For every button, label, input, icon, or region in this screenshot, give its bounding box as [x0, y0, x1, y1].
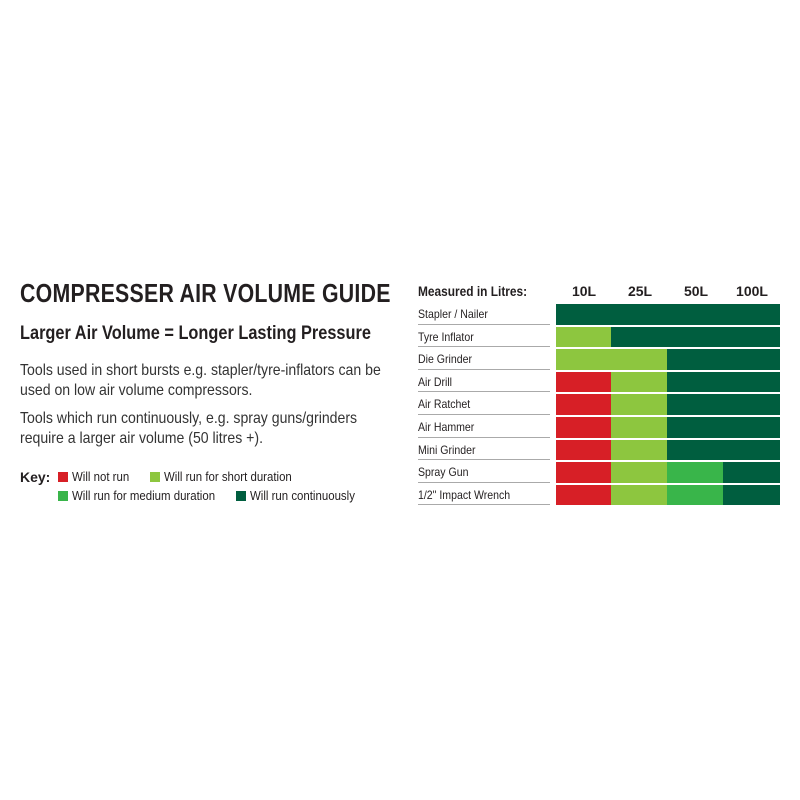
capability-cell	[667, 416, 724, 438]
tool-label: Air Ratchet	[418, 394, 550, 415]
column-header: 50L	[683, 283, 709, 299]
table-row: 1/2" Impact Wrench	[418, 484, 780, 506]
capability-cell	[667, 326, 724, 348]
capability-cell	[555, 349, 612, 370]
subtitle: Larger Air Volume = Longer Lasting Press…	[20, 323, 371, 344]
capability-cell	[611, 304, 668, 325]
tool-label: Stapler / Nailer	[418, 304, 550, 325]
table-row: Spray Gun	[418, 462, 780, 483]
tool-label: Air Hammer	[418, 417, 550, 438]
table-row: Stapler / Nailer	[418, 304, 780, 325]
capability-cell	[611, 416, 668, 438]
capability-cell	[667, 484, 724, 506]
column-header: 10L	[571, 283, 597, 299]
capability-cell	[555, 371, 612, 393]
capability-cell	[723, 394, 780, 415]
capability-cell	[667, 462, 724, 483]
air-volume-table: Measured in Litres: 10L 25L 50L 100L Sta…	[418, 280, 780, 506]
header-label: Measured in Litres:	[418, 283, 528, 299]
column-header: 25L	[627, 283, 653, 299]
tool-label: Die Grinder	[418, 349, 550, 370]
tool-label: Tyre Inflator	[418, 327, 550, 348]
key-item-label: Will run for short duration	[164, 469, 292, 484]
capability-cell	[723, 349, 780, 370]
table-row: Mini Grinder	[418, 439, 780, 461]
capability-cell	[723, 462, 780, 483]
capability-cell	[611, 484, 668, 506]
description-paragraph: Tools which run continuously, e.g. spray…	[20, 410, 358, 447]
color-swatch	[150, 471, 160, 482]
capability-cell	[723, 484, 780, 506]
key-item-label: Will not run	[72, 469, 130, 484]
capability-cell	[667, 439, 724, 461]
key-item: Will run for short duration	[150, 469, 309, 484]
capability-cell	[611, 326, 668, 348]
capability-cell	[723, 326, 780, 348]
capability-cell	[611, 439, 668, 461]
capability-cell	[555, 394, 612, 415]
capability-cell	[555, 326, 612, 348]
capability-cell	[555, 439, 612, 461]
key-item: Will run for medium duration	[58, 488, 235, 503]
capability-cell	[555, 304, 612, 325]
capability-cell	[723, 439, 780, 461]
tool-label: 1/2" Impact Wrench	[418, 485, 550, 506]
capability-cell	[611, 371, 668, 393]
table-row: Die Grinder	[418, 349, 780, 370]
capability-cell	[667, 349, 724, 370]
color-swatch	[58, 490, 68, 501]
column-header: 100L	[736, 283, 768, 299]
key-item-label: Will run for medium duration	[72, 488, 216, 503]
key-label: Key:	[20, 469, 51, 485]
capability-cell	[555, 416, 612, 438]
key-item: Will run continuously	[236, 488, 369, 503]
capability-cell	[555, 484, 612, 506]
tool-label: Air Drill	[418, 372, 550, 393]
table-row: Air Drill	[418, 371, 780, 393]
description-paragraph: Tools used in short bursts e.g. stapler/…	[20, 362, 381, 399]
page-title: COMPRESSER AIR VOLUME GUIDE	[20, 278, 391, 308]
capability-cell	[723, 304, 780, 325]
capability-cell	[723, 416, 780, 438]
capability-cell	[667, 371, 724, 393]
key-item-label: Will run continuously	[250, 488, 355, 503]
table-row: Air Hammer	[418, 416, 780, 438]
tool-label: Mini Grinder	[418, 440, 550, 461]
capability-cell	[611, 394, 668, 415]
table-header: Measured in Litres: 10L 25L 50L 100L	[418, 280, 780, 302]
capability-cell	[611, 462, 668, 483]
tool-label: Spray Gun	[418, 462, 550, 483]
capability-cell	[667, 394, 724, 415]
key-item: Will not run	[58, 469, 137, 484]
color-swatch	[236, 490, 246, 501]
capability-cell	[723, 371, 780, 393]
table-row: Air Ratchet	[418, 394, 780, 415]
capability-cell	[611, 349, 668, 370]
color-swatch	[58, 471, 68, 482]
capability-cell	[555, 462, 612, 483]
table-row: Tyre Inflator	[418, 326, 780, 348]
capability-cell	[667, 304, 724, 325]
